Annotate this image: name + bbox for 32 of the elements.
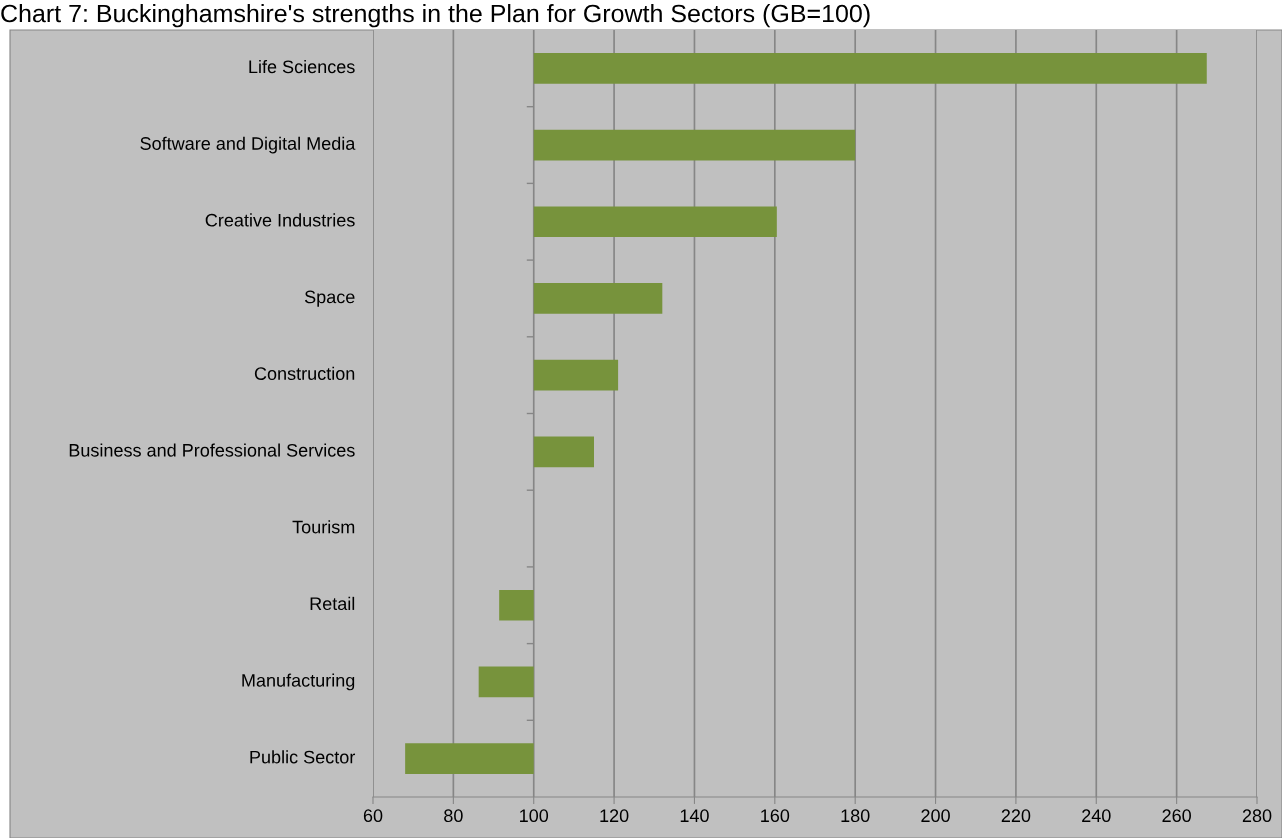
y-tick-label: Retail [310, 596, 355, 611]
y-tick-label: Life Sciences [249, 59, 355, 74]
bar [533, 206, 777, 238]
chart-title: Chart 7: Buckinghamshire's strengths in the Plan for Growth Sectors (GB=100) [1, 4, 870, 28]
x-tick-label: 160 [761, 809, 790, 823]
y-tick-label: Public Sector [250, 750, 356, 764]
x-tick-label: 120 [600, 809, 629, 823]
x-tick-label: 140 [680, 809, 709, 823]
y-tick-label: Space [304, 290, 355, 307]
bar [533, 359, 619, 391]
bar [533, 283, 663, 314]
x-tick-label: 200 [921, 809, 950, 823]
bar [533, 436, 594, 468]
bar [499, 589, 534, 621]
x-tick-label: 260 [1162, 809, 1191, 823]
y-tick-label: Manufacturing [242, 673, 355, 691]
x-tick-label: 280 [1242, 809, 1272, 823]
y-tick-label: Creative Industries [205, 213, 355, 227]
x-tick-label: 60 [363, 809, 383, 823]
y-tick-label: Business and Professional Services [69, 443, 355, 457]
x-tick-label: 180 [841, 809, 870, 823]
bar [533, 129, 856, 161]
x-tick-label: 240 [1082, 809, 1111, 823]
y-tick-label: Tourism [292, 520, 355, 534]
y-tick-label: Construction [254, 366, 355, 380]
x-tick-label: 100 [520, 809, 549, 823]
x-tick-label: 220 [1001, 809, 1031, 823]
x-tick-label: 80 [444, 809, 463, 823]
bar [478, 666, 534, 698]
y-tick-label: Software and Digital Media [140, 136, 356, 154]
bar [533, 53, 1207, 84]
bar [405, 743, 534, 774]
